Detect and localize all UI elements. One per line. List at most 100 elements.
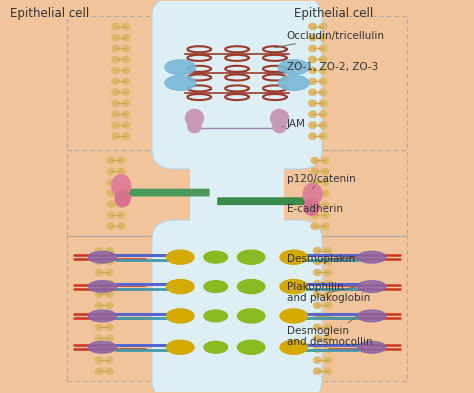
Circle shape [95, 269, 103, 276]
Circle shape [111, 100, 120, 107]
Circle shape [309, 34, 317, 41]
Circle shape [323, 313, 332, 320]
Circle shape [105, 324, 114, 331]
Ellipse shape [273, 121, 286, 133]
Circle shape [319, 89, 327, 96]
Circle shape [319, 100, 327, 107]
Ellipse shape [237, 309, 265, 323]
Circle shape [122, 100, 130, 107]
Circle shape [309, 67, 317, 74]
Circle shape [107, 212, 115, 219]
Ellipse shape [88, 281, 117, 292]
Circle shape [105, 357, 114, 364]
Circle shape [105, 247, 114, 254]
Circle shape [309, 89, 317, 96]
Circle shape [107, 190, 115, 197]
Circle shape [321, 179, 329, 186]
Circle shape [111, 34, 120, 41]
Circle shape [95, 280, 103, 287]
Circle shape [105, 346, 114, 353]
Circle shape [122, 23, 130, 30]
Circle shape [105, 291, 114, 298]
Circle shape [95, 302, 103, 309]
Circle shape [323, 346, 332, 353]
Circle shape [111, 56, 120, 63]
Circle shape [323, 335, 332, 342]
Circle shape [323, 258, 332, 265]
Ellipse shape [278, 60, 309, 75]
Circle shape [323, 291, 332, 298]
Circle shape [319, 78, 327, 85]
Circle shape [323, 357, 332, 364]
Circle shape [321, 157, 329, 164]
Circle shape [111, 23, 120, 30]
Circle shape [313, 324, 321, 331]
Circle shape [111, 111, 120, 118]
Circle shape [117, 201, 126, 208]
FancyBboxPatch shape [125, 189, 210, 196]
Ellipse shape [88, 252, 117, 263]
Text: E-cadherin: E-cadherin [287, 204, 343, 214]
Circle shape [95, 247, 103, 254]
Ellipse shape [280, 340, 308, 354]
Ellipse shape [204, 281, 228, 292]
Text: Epithelial cell: Epithelial cell [10, 7, 90, 20]
Circle shape [117, 190, 126, 197]
Circle shape [117, 223, 126, 230]
Circle shape [117, 168, 126, 175]
Text: p120/catenin: p120/catenin [287, 174, 356, 189]
Circle shape [122, 89, 130, 96]
Circle shape [321, 168, 329, 175]
Circle shape [311, 179, 319, 186]
Circle shape [313, 357, 321, 364]
Ellipse shape [88, 342, 117, 353]
Circle shape [319, 23, 327, 30]
Circle shape [323, 247, 332, 254]
Ellipse shape [166, 340, 194, 354]
Circle shape [111, 67, 120, 74]
Circle shape [122, 78, 130, 85]
Circle shape [313, 346, 321, 353]
Circle shape [309, 133, 317, 140]
Circle shape [95, 324, 103, 331]
Circle shape [313, 335, 321, 342]
Circle shape [321, 201, 329, 208]
Circle shape [313, 247, 321, 254]
Bar [67, 149, 407, 236]
Bar [67, 17, 407, 149]
Circle shape [313, 367, 321, 375]
Circle shape [107, 157, 115, 164]
Circle shape [313, 302, 321, 309]
Circle shape [122, 111, 130, 118]
Circle shape [309, 78, 317, 85]
Circle shape [321, 212, 329, 219]
Circle shape [311, 212, 319, 219]
Circle shape [313, 291, 321, 298]
Text: Epithelial cell: Epithelial cell [294, 7, 373, 20]
Text: Desmoplakin: Desmoplakin [287, 254, 357, 264]
Circle shape [111, 133, 120, 140]
Circle shape [105, 313, 114, 320]
Ellipse shape [165, 60, 196, 75]
Ellipse shape [166, 250, 194, 264]
Circle shape [107, 168, 115, 175]
Circle shape [319, 67, 327, 74]
Circle shape [311, 168, 319, 175]
Circle shape [95, 335, 103, 342]
Circle shape [313, 313, 321, 320]
Text: ZO-1, ZO-2, ZO-3: ZO-1, ZO-2, ZO-3 [275, 62, 378, 73]
FancyBboxPatch shape [217, 197, 311, 205]
Circle shape [323, 269, 332, 276]
Ellipse shape [112, 175, 131, 196]
Circle shape [95, 346, 103, 353]
Circle shape [107, 201, 115, 208]
Ellipse shape [166, 309, 194, 323]
Text: Occludin/tricellulin: Occludin/tricellulin [275, 31, 384, 48]
Text: Desmoglein
and desmocollin: Desmoglein and desmocollin [287, 316, 372, 347]
Text: Plakophilin
and plakoglobin: Plakophilin and plakoglobin [287, 282, 370, 303]
Circle shape [323, 280, 332, 287]
Circle shape [107, 223, 115, 230]
FancyBboxPatch shape [152, 0, 322, 169]
Circle shape [105, 269, 114, 276]
Circle shape [319, 133, 327, 140]
